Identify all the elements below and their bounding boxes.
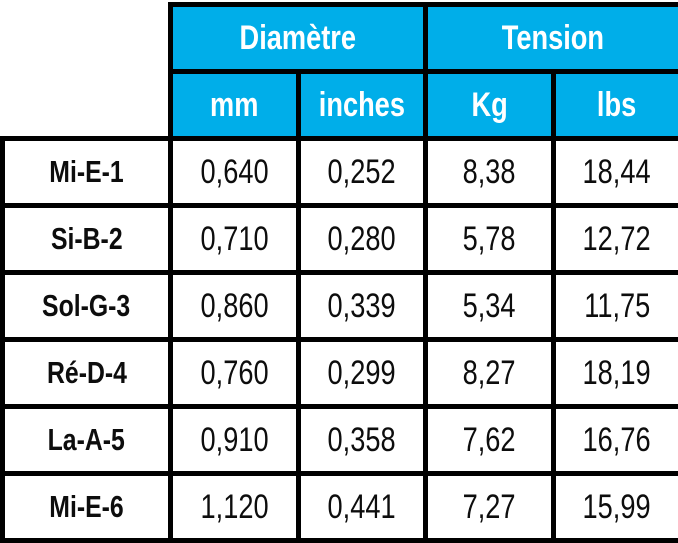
- cell-mm: 0,910: [168, 404, 301, 476]
- row-label-mi-e-6: Mi-E-6: [0, 471, 173, 543]
- cell-lbs: 16,76: [551, 404, 678, 476]
- cell-lbs: 12,72: [551, 203, 678, 275]
- row-label-la-a-5: La-A-5: [0, 404, 173, 476]
- cell-mm: 0,860: [168, 270, 301, 342]
- group-header-tension: Tension: [423, 2, 678, 74]
- cell-inches: 0,339: [295, 270, 429, 342]
- cell-kg: 8,27: [423, 337, 557, 409]
- cell-kg: 5,78: [423, 203, 557, 275]
- row-label-mi-e-1: Mi-E-1: [0, 136, 173, 208]
- table-row: La-A-5 0,910 0,358 7,62 16,76: [0, 404, 678, 476]
- row-label-sol-g-3: Sol-G-3: [0, 270, 173, 342]
- row-label-re-d-4: Ré-D-4: [0, 337, 173, 409]
- table-row: Ré-D-4 0,760 0,299 8,27 18,19: [0, 337, 678, 409]
- cell-kg: 5,34: [423, 270, 557, 342]
- group-header-tension-label: Tension: [501, 18, 605, 57]
- group-header-row: Diamètre Tension: [2, 2, 678, 74]
- corner-blank: [2, 71, 171, 139]
- cell-inches: 0,358: [295, 404, 429, 476]
- cell-inches: 0,280: [295, 203, 429, 275]
- cell-inches: 0,441: [295, 471, 429, 543]
- cell-kg: 7,62: [423, 404, 557, 476]
- table-row: Si-B-2 0,710 0,280 5,78 12,72: [0, 203, 678, 275]
- cell-kg: 7,27: [423, 471, 557, 543]
- column-header-row: mm inches Kg lbs: [2, 69, 678, 141]
- row-label-si-b-2: Si-B-2: [0, 203, 173, 275]
- col-header-inches: inches: [295, 69, 429, 141]
- col-header-mm: mm: [168, 69, 301, 141]
- col-header-lbs: lbs: [551, 69, 678, 141]
- cell-inches: 0,299: [295, 337, 429, 409]
- table-row: Mi-E-1 0,640 0,252 8,38 18,44: [0, 136, 678, 208]
- table-row: Mi-E-6 1,120 0,441 7,27 15,99: [0, 471, 678, 543]
- group-header-diametre: Diamètre: [167, 2, 429, 74]
- cell-mm: 0,710: [168, 203, 301, 275]
- cell-lbs: 18,19: [551, 337, 678, 409]
- cell-lbs: 11,75: [551, 270, 678, 342]
- corner-blank: [2, 4, 171, 72]
- cell-mm: 0,760: [168, 337, 301, 409]
- cell-mm: 0,640: [168, 136, 301, 208]
- cell-lbs: 15,99: [551, 471, 678, 543]
- cell-kg: 8,38: [423, 136, 557, 208]
- group-header-diametre-label: Diamètre: [239, 18, 357, 57]
- cell-inches: 0,252: [295, 136, 429, 208]
- col-header-kg: Kg: [423, 69, 557, 141]
- table-row: Sol-G-3 0,860 0,339 5,34 11,75: [0, 270, 678, 342]
- cell-mm: 1,120: [168, 471, 301, 543]
- cell-lbs: 18,44: [551, 136, 678, 208]
